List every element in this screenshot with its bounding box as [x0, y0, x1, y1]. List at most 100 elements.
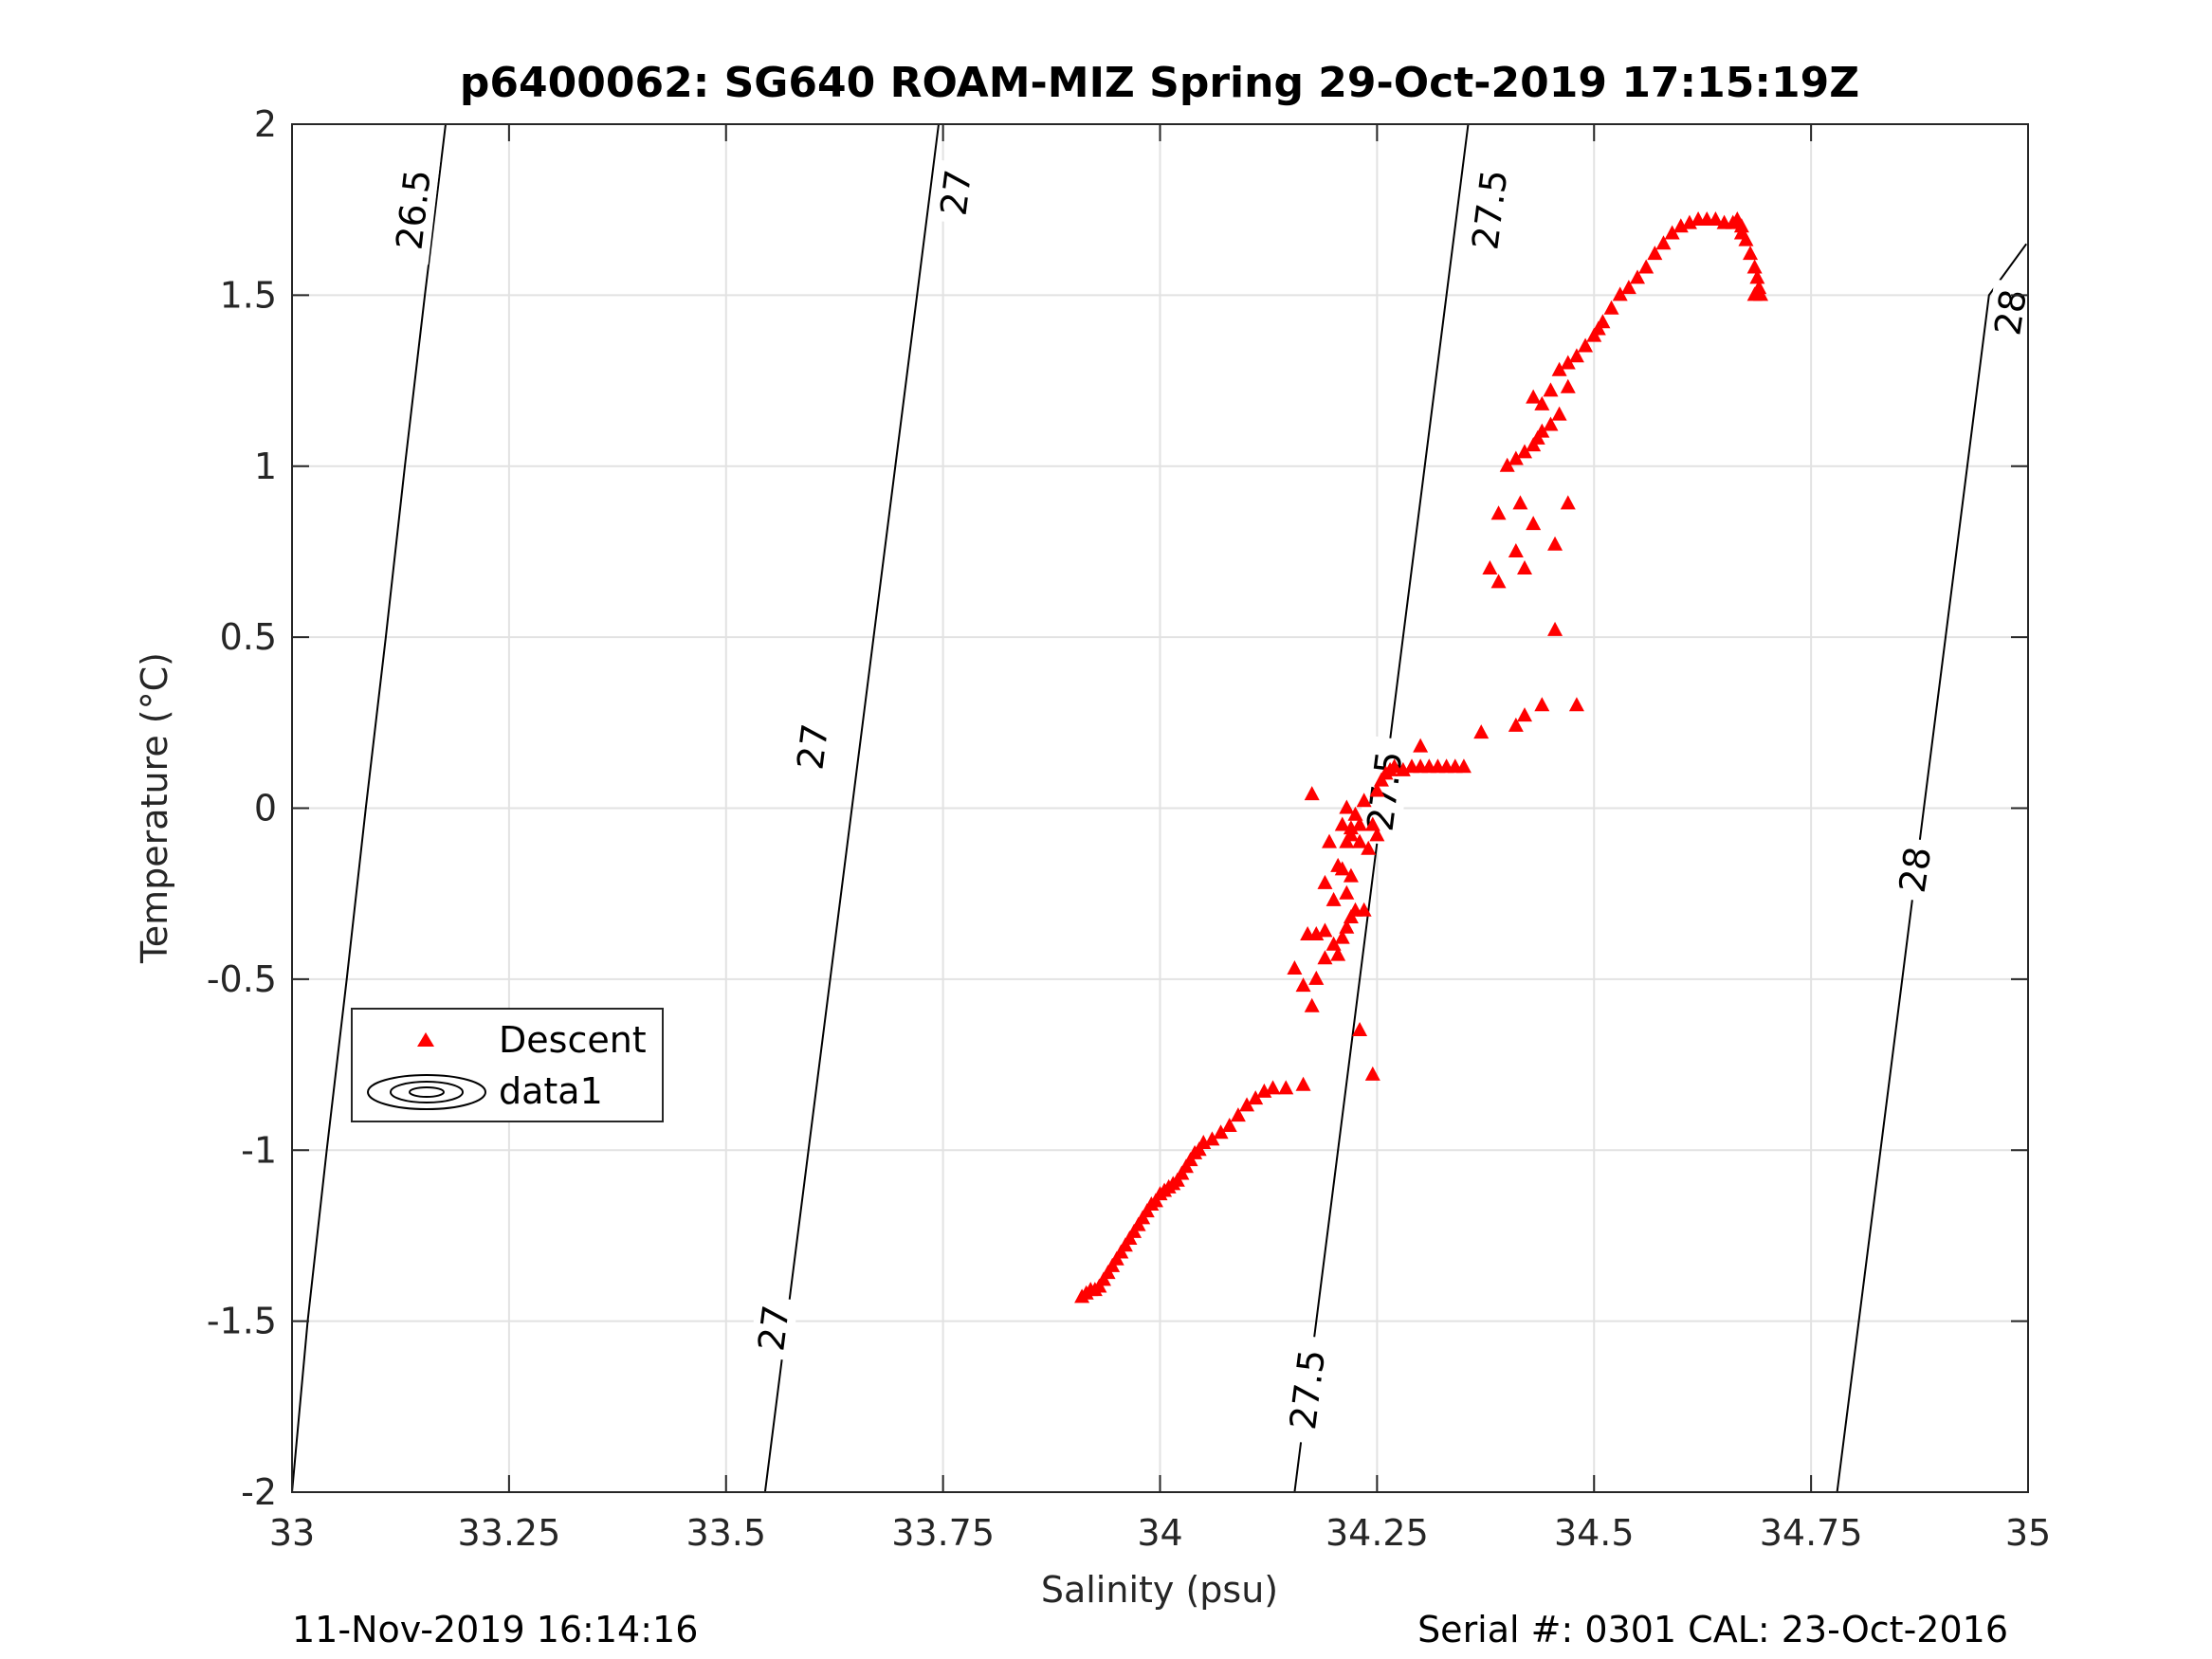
descent-point [1248, 1090, 1264, 1105]
descent-point [1339, 884, 1355, 900]
legend: Descent data1 [351, 1008, 664, 1122]
descent-point [1369, 782, 1385, 797]
descent-point [1356, 902, 1372, 917]
descent-point [1743, 246, 1759, 261]
descent-point [1664, 225, 1680, 240]
descent-point [1603, 300, 1619, 315]
descent-point [1517, 444, 1533, 459]
descent-point [1300, 925, 1316, 940]
legend-contour-icon [367, 1074, 486, 1110]
contour-label-background [1462, 154, 1518, 265]
descent-point [1733, 225, 1749, 240]
descent-point [1204, 1131, 1220, 1146]
contour-26.5: 26.5 [291, 123, 447, 1493]
descent-point [1578, 337, 1594, 353]
descent-point [1352, 833, 1368, 848]
descent-point [1534, 395, 1550, 410]
x-tick-label: 34.25 [1325, 1512, 1429, 1554]
descent-point [1287, 960, 1303, 975]
contour-label-background [1357, 736, 1413, 847]
descent-point [1317, 950, 1333, 965]
descent-point [1508, 450, 1524, 465]
descent-point [1239, 1097, 1255, 1112]
contour-label: 28 [1892, 844, 1940, 895]
descent-point [1526, 516, 1542, 531]
y-tick-label: 1.5 [220, 274, 277, 316]
descent-point [1339, 919, 1355, 934]
contour-label: 27 [750, 1303, 797, 1353]
contour-label: 27.5 [1359, 749, 1410, 833]
descent-point [1352, 1021, 1368, 1036]
descent-point [1547, 536, 1563, 551]
descent-point [1325, 936, 1342, 951]
descent-point [1317, 874, 1333, 889]
descent-point [1295, 1076, 1311, 1091]
descent-point [1630, 269, 1646, 284]
descent-point [1499, 457, 1515, 472]
contour-27.5: 27.5 27.5 27.5 [1280, 123, 1518, 1493]
descent-point [1265, 1080, 1281, 1095]
descent-point [1534, 697, 1550, 712]
descent-point [1317, 922, 1333, 938]
x-axis-label: Salinity (psu) [1041, 1569, 1278, 1611]
x-tick-label: 33.75 [891, 1512, 995, 1554]
chart-title: p6400062: SG640 ROAM-MIZ Spring 29-Oct-2… [460, 59, 1859, 107]
descent-point [1655, 235, 1672, 250]
legend-triangle-marker [417, 1032, 434, 1047]
contour-label: 27 [933, 167, 980, 217]
y-tick-label: 2 [254, 103, 277, 145]
descent-point [1612, 286, 1628, 301]
y-tick-label: -2 [241, 1471, 277, 1513]
contour-label-background [386, 155, 441, 265]
descent-point [1749, 269, 1765, 284]
descent-point [1517, 707, 1533, 722]
descent-point [1347, 806, 1363, 821]
contour-label: 26.5 [388, 168, 438, 252]
descent-point [1620, 280, 1636, 295]
contour-label: 27.5 [1282, 1347, 1333, 1431]
contour-label-background [931, 159, 981, 226]
descent-point [1386, 758, 1402, 774]
descent-point [1543, 382, 1559, 397]
descent-point [1339, 799, 1355, 814]
descent-point [1364, 1066, 1380, 1081]
axis-ticks: 33 33.25 33.5 33.75 34 34.25 34.5 34.75 35 -2 -1.5… [207, 103, 2051, 1554]
contour-label-background [1890, 836, 1941, 903]
descent-point [1517, 559, 1533, 574]
descent-point [1304, 786, 1320, 801]
x-tick-label: 35 [2005, 1512, 2051, 1554]
descent-point [1508, 717, 1524, 732]
descent-point [1413, 738, 1429, 753]
y-axis-label: Temperature (°C) [134, 652, 175, 964]
descent-point [1568, 697, 1584, 712]
descent-point [1221, 1117, 1237, 1132]
contour-line [291, 123, 447, 1493]
descent-point [1343, 867, 1359, 883]
legend-entry-descent: Descent [499, 1019, 647, 1061]
descent-point [1455, 758, 1472, 774]
x-tick-label: 33.25 [457, 1512, 560, 1554]
contour-line [763, 123, 940, 1493]
descent-point [1352, 816, 1368, 831]
contour-27: 27 27 27 [749, 123, 981, 1493]
contour-label-background [788, 714, 838, 780]
descent-point [1512, 495, 1528, 510]
descent-point [1543, 416, 1559, 431]
footer-timestamp: 11-Nov-2019 16:14:16 [292, 1609, 698, 1650]
descent-point [1334, 929, 1350, 944]
descent-point [1473, 724, 1490, 739]
descent-point [1560, 495, 1576, 510]
y-tick-label: 1 [254, 446, 277, 487]
x-tick-label: 34.75 [1760, 1512, 1863, 1554]
x-tick-label: 34 [1137, 1512, 1182, 1554]
descent-point [1595, 314, 1611, 329]
descent-point [1325, 891, 1342, 906]
descent-point [1638, 259, 1654, 274]
x-tick-label: 33.5 [686, 1512, 766, 1554]
descent-point [1490, 574, 1507, 589]
descent-point [1560, 355, 1576, 370]
x-tick-label: 34.5 [1554, 1512, 1635, 1554]
